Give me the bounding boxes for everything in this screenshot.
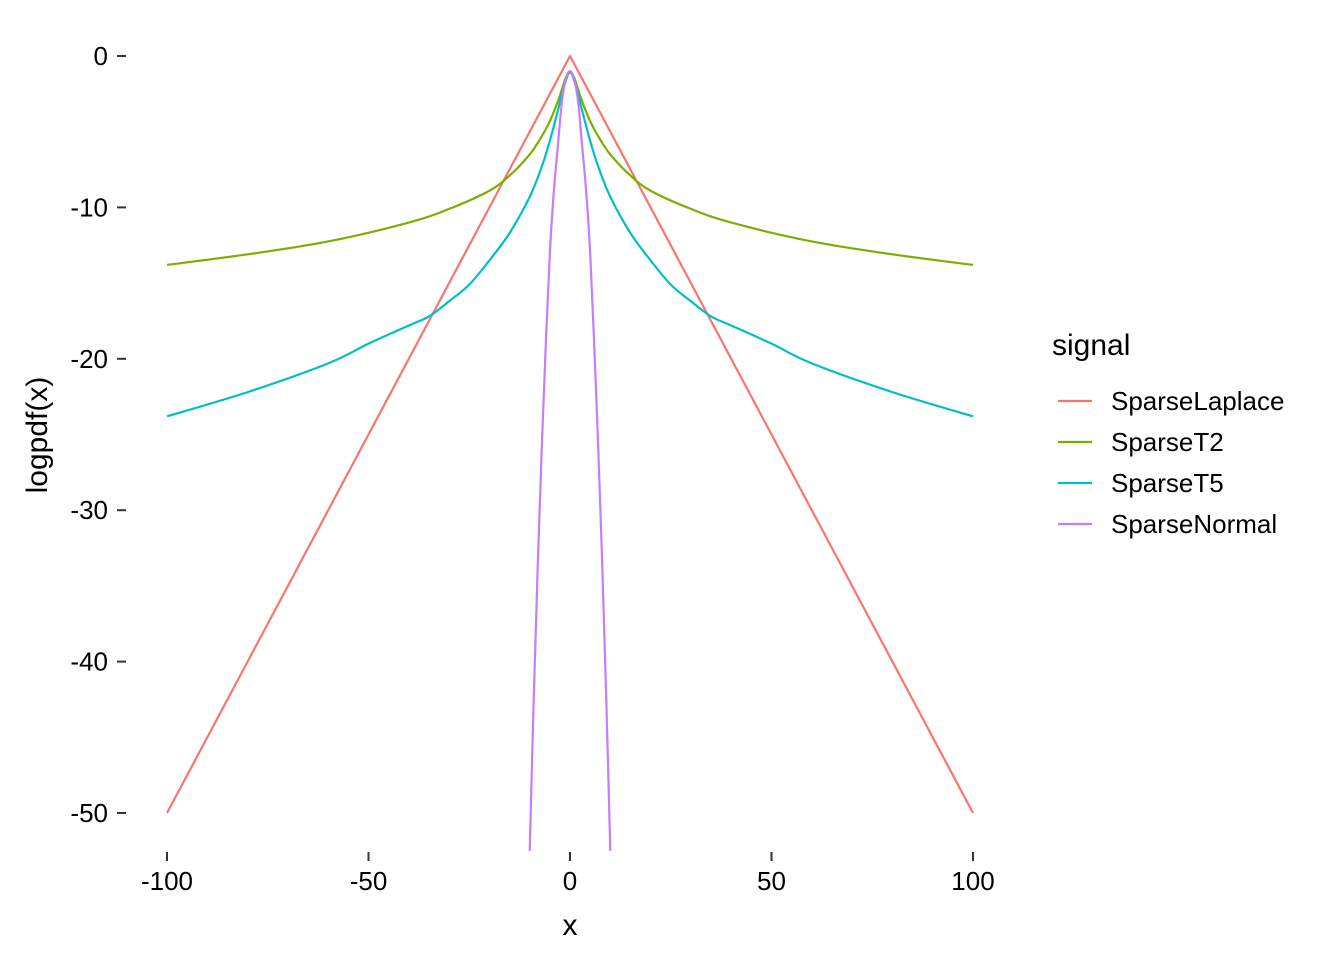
y-tick-label: -10 xyxy=(70,192,108,222)
legend-title: signal xyxy=(1052,329,1130,362)
x-tick-label: 0 xyxy=(563,866,577,896)
axes: 0 -10 -20 -30 -40 -50 -100 -50 0 50 100 xyxy=(70,41,994,896)
legend-label: SparseLaplace xyxy=(1111,386,1284,416)
y-tick-label: -50 xyxy=(70,798,108,828)
y-tick-label: -30 xyxy=(70,495,108,525)
series-line-sparsenormal xyxy=(528,70,612,851)
y-tick-label: -40 xyxy=(70,647,108,677)
series-line-sparset2 xyxy=(166,71,974,267)
x-tick-label: 100 xyxy=(951,866,994,896)
legend-label: SparseNormal xyxy=(1111,509,1277,539)
legend: signal SparseLaplace SparseT2 SparseT5 Spar… xyxy=(1052,329,1284,539)
series-line-sparselaplace xyxy=(166,54,974,814)
x-tick-label: -100 xyxy=(141,866,193,896)
y-tick-label: 0 xyxy=(94,41,108,71)
y-tick-label: -20 xyxy=(70,344,108,374)
x-tick-label: 50 xyxy=(757,866,786,896)
legend-label: SparseT2 xyxy=(1111,427,1224,457)
plot-area xyxy=(166,54,974,851)
x-axis-title: x xyxy=(563,909,578,942)
legend-label: SparseT5 xyxy=(1111,468,1224,498)
x-tick-label: -50 xyxy=(350,866,388,896)
series-line-sparset5 xyxy=(166,70,974,418)
y-axis-title: logpdf(x) xyxy=(21,377,54,494)
